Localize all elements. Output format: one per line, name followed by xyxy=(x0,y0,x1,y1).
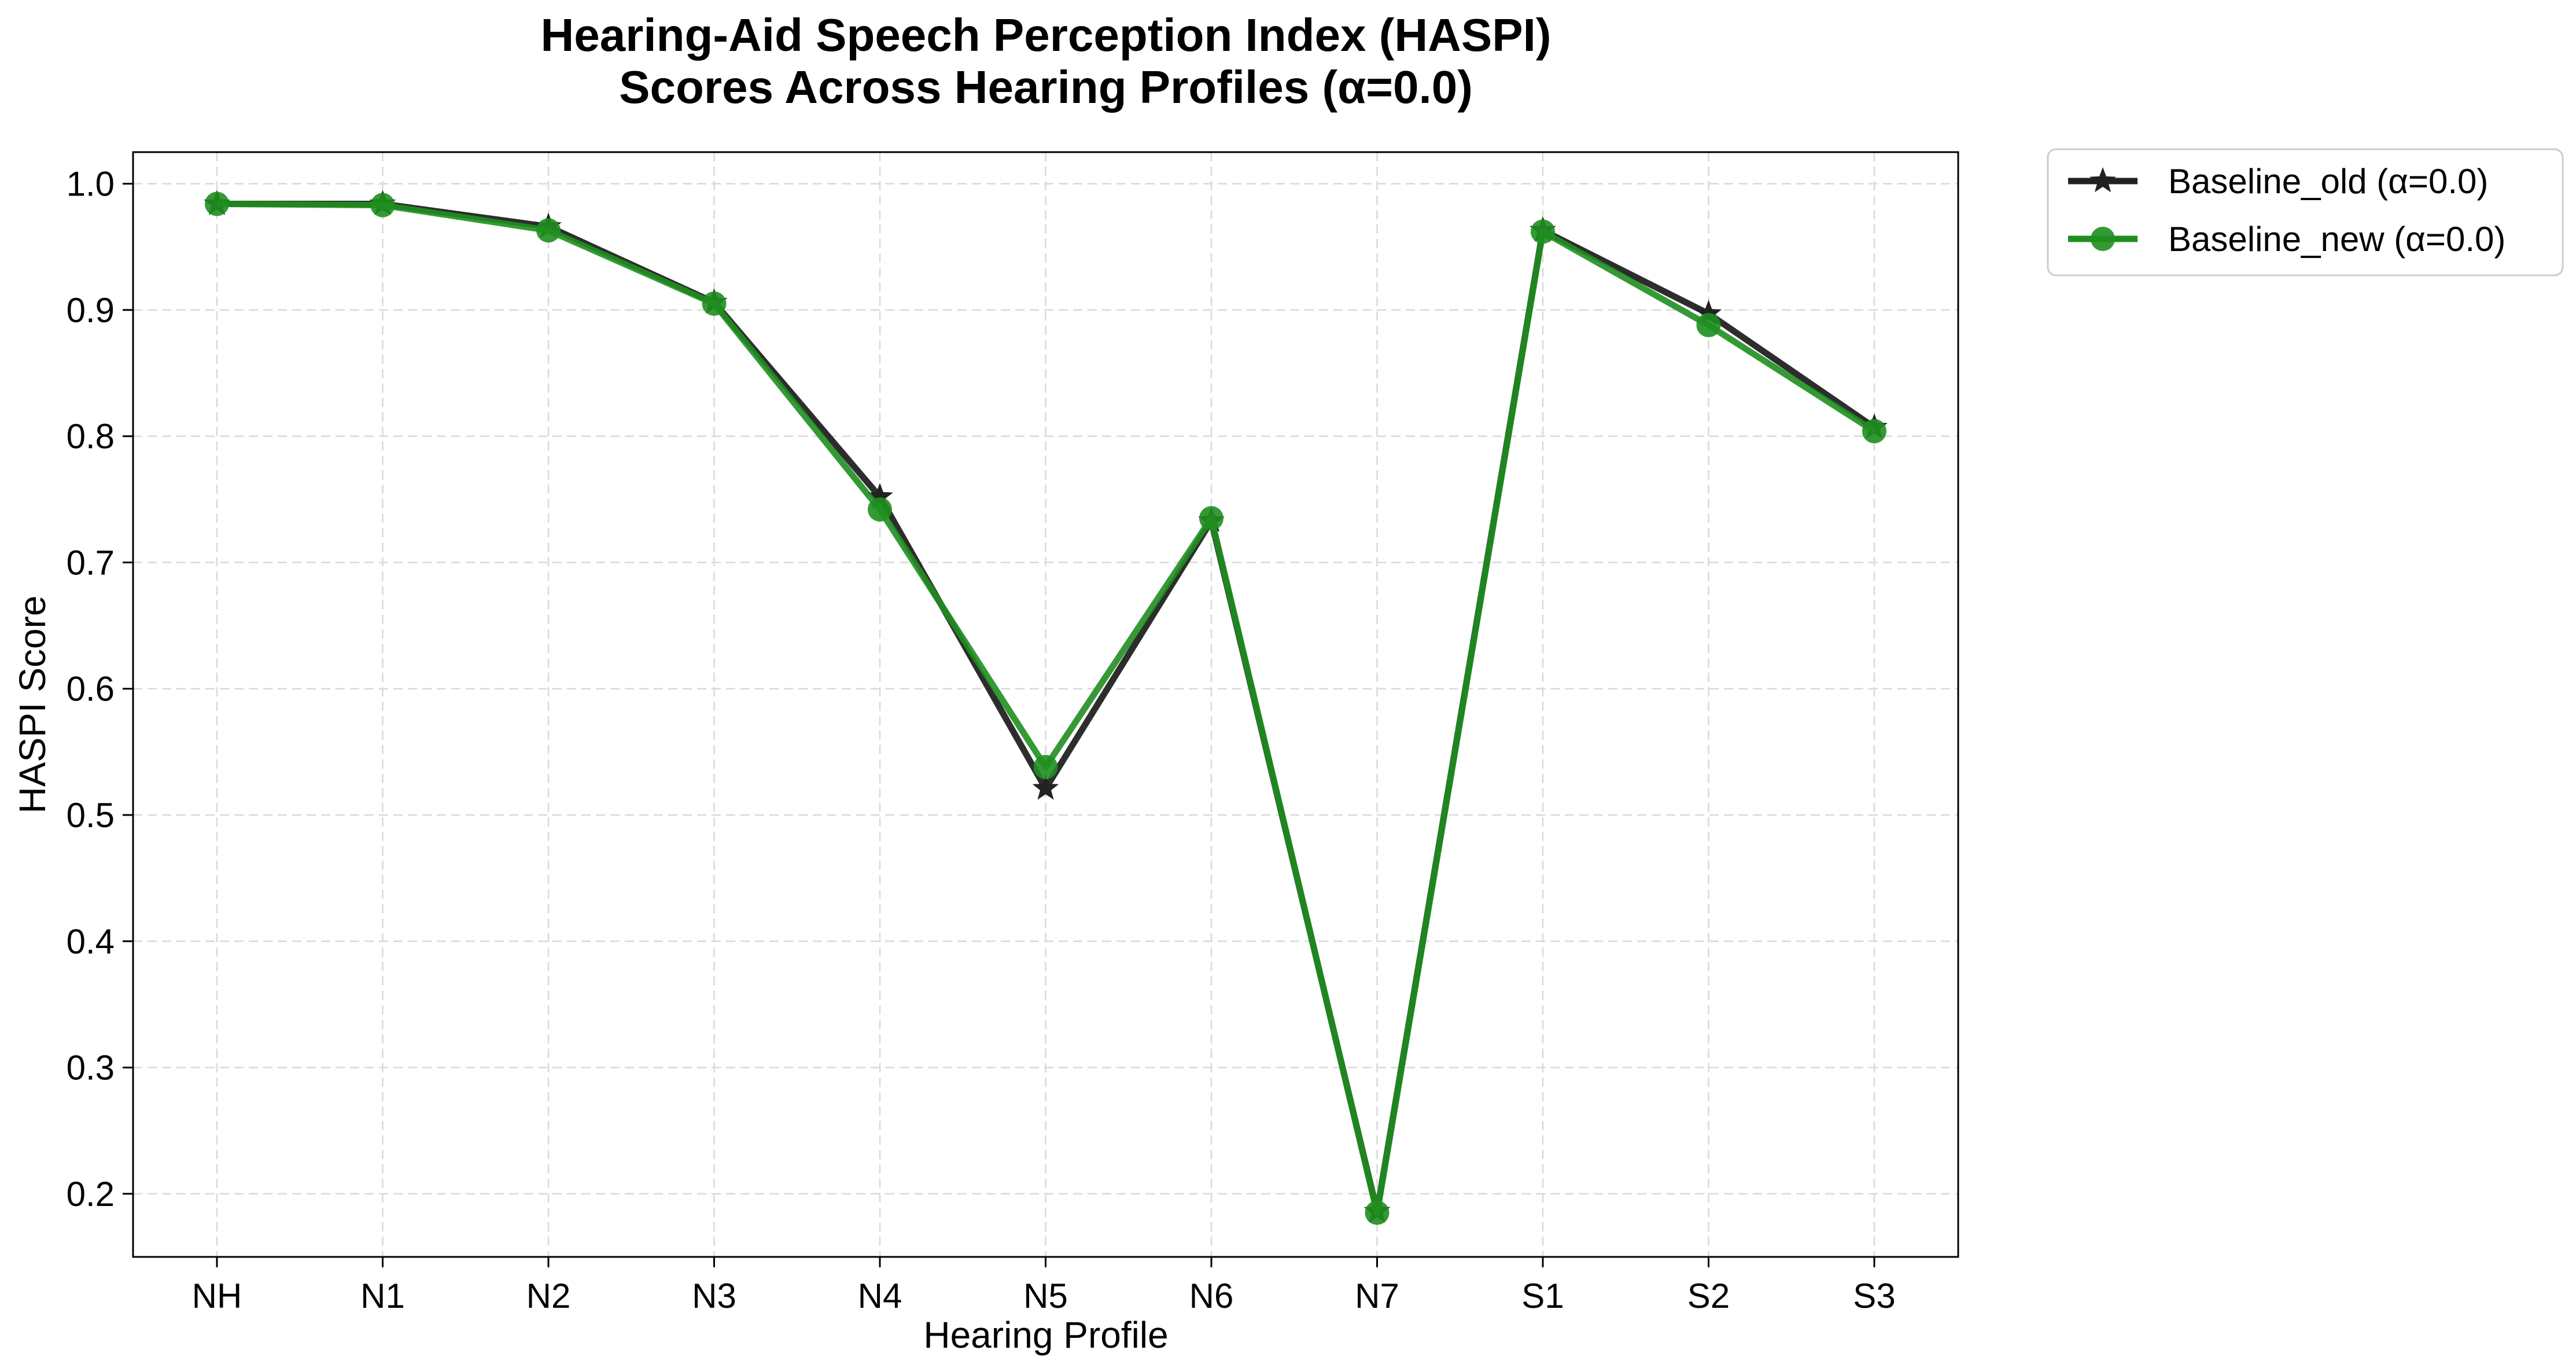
data-point xyxy=(536,218,561,243)
data-point xyxy=(1695,300,1722,325)
x-tick-label: S2 xyxy=(1687,1277,1730,1315)
y-axis: 0.2 0.3 0.4 0.5 0.6 0.7 0.8 0.9 1.0 xyxy=(67,165,133,1214)
y-tick-label: 0.8 xyxy=(67,417,115,456)
grid xyxy=(133,152,1958,1257)
series-2 xyxy=(205,191,1886,1225)
legend-label: Baseline_new (α=0.0) xyxy=(2168,220,2505,259)
x-axis: NH N1 N2 N3 N4 N5 N6 N7 S1 S2 S3 xyxy=(192,1257,1896,1315)
data-point xyxy=(868,497,892,522)
x-tick-label: N4 xyxy=(858,1277,902,1315)
y-tick-label: 0.6 xyxy=(67,670,115,709)
series-group xyxy=(204,190,1888,1225)
data-point xyxy=(1033,755,1058,780)
legend-label: Baseline_old (α=0.0) xyxy=(2168,162,2488,201)
y-tick-label: 0.5 xyxy=(67,796,115,835)
x-tick-label: NH xyxy=(192,1277,242,1315)
legend: Baseline_old (α=0.0) Baseline_new (α=0.0) xyxy=(2047,148,2564,276)
x-tick-label: N3 xyxy=(692,1277,736,1315)
x-tick-label: N2 xyxy=(526,1277,571,1315)
data-point xyxy=(1365,1200,1390,1225)
x-tick-label: N7 xyxy=(1355,1277,1399,1315)
y-tick-label: 0.2 xyxy=(67,1175,115,1214)
data-point xyxy=(370,193,395,217)
legend-marker xyxy=(2091,227,2115,251)
chart-title-line-2: Scores Across Hearing Profiles (α=0.0) xyxy=(619,61,1473,113)
y-tick-label: 1.0 xyxy=(67,165,115,204)
data-point xyxy=(1862,419,1886,444)
y-tick-label: 0.3 xyxy=(67,1049,115,1087)
data-point xyxy=(1032,774,1059,800)
chart-title-line-1: Hearing-Aid Speech Perception Index (HAS… xyxy=(541,9,1552,61)
data-point xyxy=(1531,219,1555,244)
y-axis-label: HASPI Score xyxy=(12,595,53,813)
legend-frame xyxy=(2047,148,2564,276)
legend-marker xyxy=(2089,167,2116,193)
chart-title: Hearing-Aid Speech Perception Index (HAS… xyxy=(541,9,1552,113)
x-tick-label: N1 xyxy=(360,1277,405,1315)
data-point xyxy=(1199,506,1223,531)
x-tick-label: N6 xyxy=(1189,1277,1234,1315)
x-axis-label: Hearing Profile xyxy=(923,1314,1168,1356)
legend-item: Baseline_new (α=0.0) xyxy=(2068,220,2505,259)
legend-item: Baseline_old (α=0.0) xyxy=(2068,162,2488,201)
data-point xyxy=(702,291,727,316)
x-tick-label: S3 xyxy=(1853,1277,1895,1315)
y-tick-label: 0.7 xyxy=(67,543,115,582)
data-point xyxy=(1696,313,1721,338)
data-point xyxy=(205,191,229,216)
y-tick-label: 0.4 xyxy=(67,922,115,961)
y-tick-label: 0.9 xyxy=(67,291,115,330)
x-tick-label: N5 xyxy=(1023,1277,1068,1315)
x-tick-label: S1 xyxy=(1521,1277,1564,1315)
data-point xyxy=(867,482,893,508)
